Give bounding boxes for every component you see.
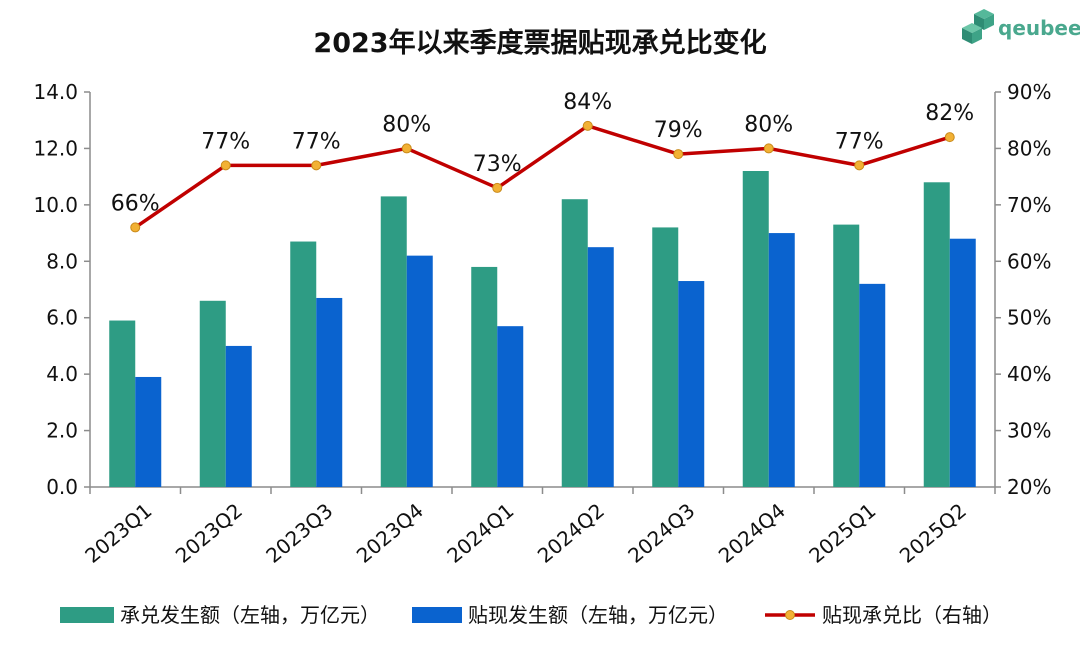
bar-acceptance: [109, 320, 136, 487]
bar-acceptance: [471, 266, 498, 487]
bar-acceptance: [290, 241, 317, 487]
bar-discount: [768, 233, 795, 487]
x-tick-label: 2025Q1: [804, 498, 880, 567]
ratio-point: [673, 149, 684, 160]
x-tick-label: 2023Q4: [352, 498, 428, 567]
ratio-point: [220, 160, 231, 171]
ratio-data-label: 73%: [473, 152, 522, 177]
ratio-point: [763, 143, 774, 154]
bar-acceptance: [652, 227, 679, 487]
bar-acceptance: [923, 182, 950, 488]
ratio-data-label: 77%: [201, 129, 250, 154]
bar-discount: [859, 283, 886, 487]
ratio-point: [492, 182, 503, 193]
bar-acceptance: [199, 300, 226, 487]
bar-discount: [587, 247, 614, 487]
x-tick-label: 2024Q4: [714, 498, 790, 567]
ratio-point: [311, 160, 322, 171]
x-tick-label: 2025Q2: [895, 498, 971, 567]
ratio-data-label: 82%: [925, 101, 974, 126]
x-tick-label: 2023Q3: [261, 498, 337, 567]
y-left-tick-label: 10.0: [33, 193, 78, 217]
y-right-tick-label: 30%: [1007, 419, 1051, 443]
ratio-point: [130, 222, 141, 233]
x-tick-label: 2024Q3: [623, 498, 699, 567]
y-left-tick-label: 14.0: [33, 80, 78, 104]
legend-swatch-acceptance: [60, 607, 114, 623]
y-right-tick-label: 60%: [1007, 249, 1051, 273]
bar-discount: [406, 255, 433, 487]
ratio-data-label: 79%: [654, 118, 703, 143]
bar-acceptance: [380, 196, 407, 487]
x-tick-label: 2023Q1: [80, 498, 156, 567]
x-tick-label: 2024Q2: [533, 498, 609, 567]
bar-discount: [316, 297, 343, 487]
y-left-tick-label: 2.0: [46, 419, 78, 443]
ratio-point: [944, 132, 955, 143]
ratio-data-label: 84%: [563, 90, 612, 115]
bar-acceptance: [833, 224, 860, 487]
logo-text: qeubee: [998, 16, 1080, 40]
x-tick-label: 2023Q2: [171, 498, 247, 567]
y-right-tick-label: 40%: [1007, 362, 1051, 386]
ratio-point: [582, 120, 593, 131]
y-left-tick-label: 4.0: [46, 362, 78, 386]
bar-discount: [135, 376, 162, 487]
bar-discount: [497, 326, 524, 487]
legend-label-discount: 贴现发生额（左轴，万亿元）: [468, 603, 728, 627]
y-left-tick-label: 6.0: [46, 306, 78, 330]
y-right-tick-label: 70%: [1007, 193, 1051, 217]
bar-acceptance: [742, 171, 769, 487]
ratio-data-label: 80%: [382, 112, 431, 137]
ratio-data-label: 66%: [111, 191, 160, 216]
logo: qeubee: [962, 9, 1080, 44]
cube-cluster-icon: [962, 9, 994, 44]
ratio-point: [401, 143, 412, 154]
x-tick-label: 2024Q1: [442, 498, 518, 567]
legend-label-ratio: 贴现承兑比（右轴）: [822, 603, 1002, 627]
y-left-tick-label: 12.0: [33, 136, 78, 160]
ratio-point: [854, 160, 865, 171]
bar-discount: [678, 281, 705, 487]
y-right-tick-label: 20%: [1007, 475, 1051, 499]
bar-discount: [949, 238, 976, 487]
y-right-tick-label: 80%: [1007, 136, 1051, 160]
y-left-tick-label: 0.0: [46, 475, 78, 499]
bar-acceptance: [561, 199, 588, 487]
bars: [109, 171, 976, 488]
y-right-tick-label: 50%: [1007, 306, 1051, 330]
ratio-data-label: 77%: [835, 129, 884, 154]
y-left-tick-label: 8.0: [46, 249, 78, 273]
legend-swatch-ratio-marker: [785, 610, 795, 620]
y-right-tick-label: 90%: [1007, 80, 1051, 104]
ratio-data-label: 77%: [292, 129, 341, 154]
chart-title: 2023年以来季度票据贴现承兑比变化: [313, 27, 766, 59]
legend: 承兑发生额（左轴，万亿元） 贴现发生额（左轴，万亿元） 贴现承兑比（右轴）: [60, 603, 1002, 627]
ratio-line-path: [134, 124, 951, 229]
legend-swatch-discount: [412, 607, 462, 623]
legend-label-acceptance: 承兑发生额（左轴，万亿元）: [120, 603, 380, 627]
ratio-data-label: 80%: [744, 112, 793, 137]
ratio-line: 66% 77% 77% 80% 73% 84% 79% 80% 77% 82%: [111, 90, 974, 233]
bar-discount: [225, 345, 252, 487]
